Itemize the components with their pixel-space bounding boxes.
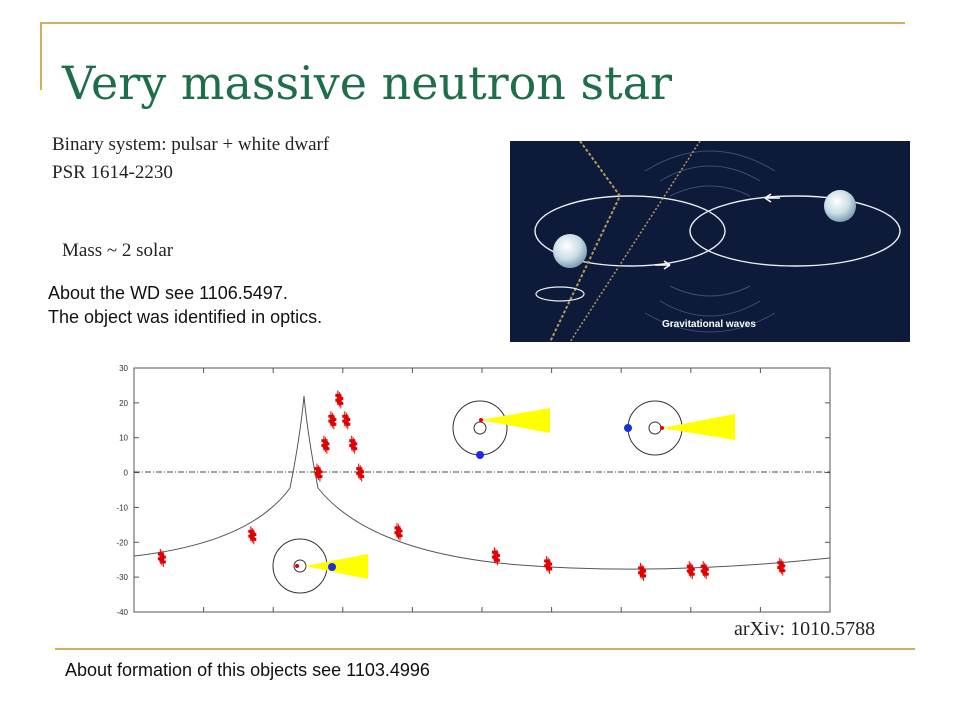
data-point xyxy=(703,572,709,576)
companion-dot xyxy=(476,451,484,459)
data-point xyxy=(491,555,497,559)
y-tick-label: 30 xyxy=(119,364,128,373)
data-point xyxy=(251,537,257,541)
data-point xyxy=(700,569,706,573)
data-point xyxy=(331,422,337,426)
data-point xyxy=(336,400,342,404)
data-point xyxy=(249,536,255,540)
data-point xyxy=(689,572,695,576)
data-point xyxy=(394,531,400,535)
figure-caption: Gravitational waves xyxy=(662,319,756,330)
x-ticks xyxy=(203,368,761,612)
wd-reference-line2: The object was identified in optics. xyxy=(48,307,323,327)
data-point xyxy=(547,567,553,571)
y-tick-label: -40 xyxy=(116,608,128,617)
data-point xyxy=(639,572,645,576)
pulsar-dot xyxy=(479,418,483,422)
companion-dot xyxy=(328,563,336,571)
data-point xyxy=(688,571,694,575)
data-point xyxy=(493,557,499,561)
formation-reference: About formation of this objects see 1103… xyxy=(65,660,430,680)
data-point xyxy=(315,473,321,477)
data-point xyxy=(494,558,500,562)
data-point xyxy=(317,475,323,479)
y-tick-label: 10 xyxy=(119,434,128,443)
data-point xyxy=(338,401,344,405)
data-point xyxy=(157,557,163,561)
y-tick-label: -20 xyxy=(116,538,128,547)
data-point xyxy=(357,473,363,477)
data-point xyxy=(544,564,550,568)
data-point xyxy=(329,421,335,425)
pulsar-star xyxy=(553,234,587,268)
pulsar-dot xyxy=(660,426,664,430)
data-point xyxy=(321,443,327,447)
orbit-arrow-bottom xyxy=(655,260,671,270)
data-point xyxy=(349,443,355,447)
model-curve xyxy=(133,395,831,570)
y-tick-label: -10 xyxy=(116,503,128,512)
data-point xyxy=(314,471,320,475)
orbit-right xyxy=(689,195,901,267)
data-point xyxy=(545,565,551,569)
spin-ellipse xyxy=(535,286,585,302)
data-point xyxy=(359,475,365,479)
data-point xyxy=(395,532,401,536)
binary-system-text: Binary system: pulsar + white dwarf xyxy=(52,134,330,155)
beam-line-1 xyxy=(549,141,622,342)
y-ticks: 30 20 10 0 -10 -20 -30 -40 xyxy=(116,364,830,617)
data-point xyxy=(160,560,166,564)
companion-dot xyxy=(624,424,632,432)
plot-frame xyxy=(133,367,831,613)
data-point xyxy=(638,571,644,575)
data-point xyxy=(350,445,356,449)
data-point xyxy=(397,534,403,538)
data-point xyxy=(641,574,647,578)
slide-title: Very massive neutron star xyxy=(62,56,673,110)
data-point xyxy=(702,571,708,575)
bottom-accent-line xyxy=(55,648,915,650)
orbit-inset-3 xyxy=(272,538,368,594)
white-dwarf-star xyxy=(824,190,856,222)
beam-wedge xyxy=(481,408,550,433)
data-point xyxy=(777,565,783,569)
wave-arcs xyxy=(644,150,776,333)
data-point xyxy=(356,471,362,475)
data-point xyxy=(352,447,358,451)
data-point xyxy=(159,558,165,562)
pulsar-dot xyxy=(295,564,299,568)
data-point xyxy=(335,398,341,402)
wd-reference-line1: About the WD see 1106.5497. xyxy=(48,283,288,303)
data-point xyxy=(778,567,784,571)
top-accent-line xyxy=(40,22,905,24)
gravitational-waves-figure: Gravitational waves xyxy=(510,141,910,342)
data-point xyxy=(324,447,330,451)
data-point xyxy=(686,569,692,573)
data-point xyxy=(248,534,254,538)
orbit-inset-1 xyxy=(452,400,550,459)
y-tick-label: 0 xyxy=(124,469,129,478)
y-tick-label: 20 xyxy=(119,399,128,408)
arxiv-reference: arXiv: 1010.5788 xyxy=(734,618,876,640)
y-tick-label: -30 xyxy=(116,573,128,582)
data-point xyxy=(345,422,351,426)
orbit-left xyxy=(534,195,726,267)
beam-wedge xyxy=(662,414,735,440)
beam-wedge xyxy=(305,554,368,579)
data-points xyxy=(157,390,786,581)
pulsar-name-text: PSR 1614-2230 xyxy=(52,162,173,183)
data-point xyxy=(343,421,349,425)
orbit-inset-2 xyxy=(624,400,735,456)
data-point xyxy=(322,445,328,449)
data-point xyxy=(328,419,334,423)
data-point xyxy=(780,569,786,573)
mass-text: Mass ~ 2 solar xyxy=(62,240,174,261)
data-point xyxy=(342,419,348,423)
shapiro-delay-plot: 30 20 10 0 -10 -20 -30 -40 xyxy=(116,364,831,617)
left-accent-line xyxy=(40,22,42,90)
